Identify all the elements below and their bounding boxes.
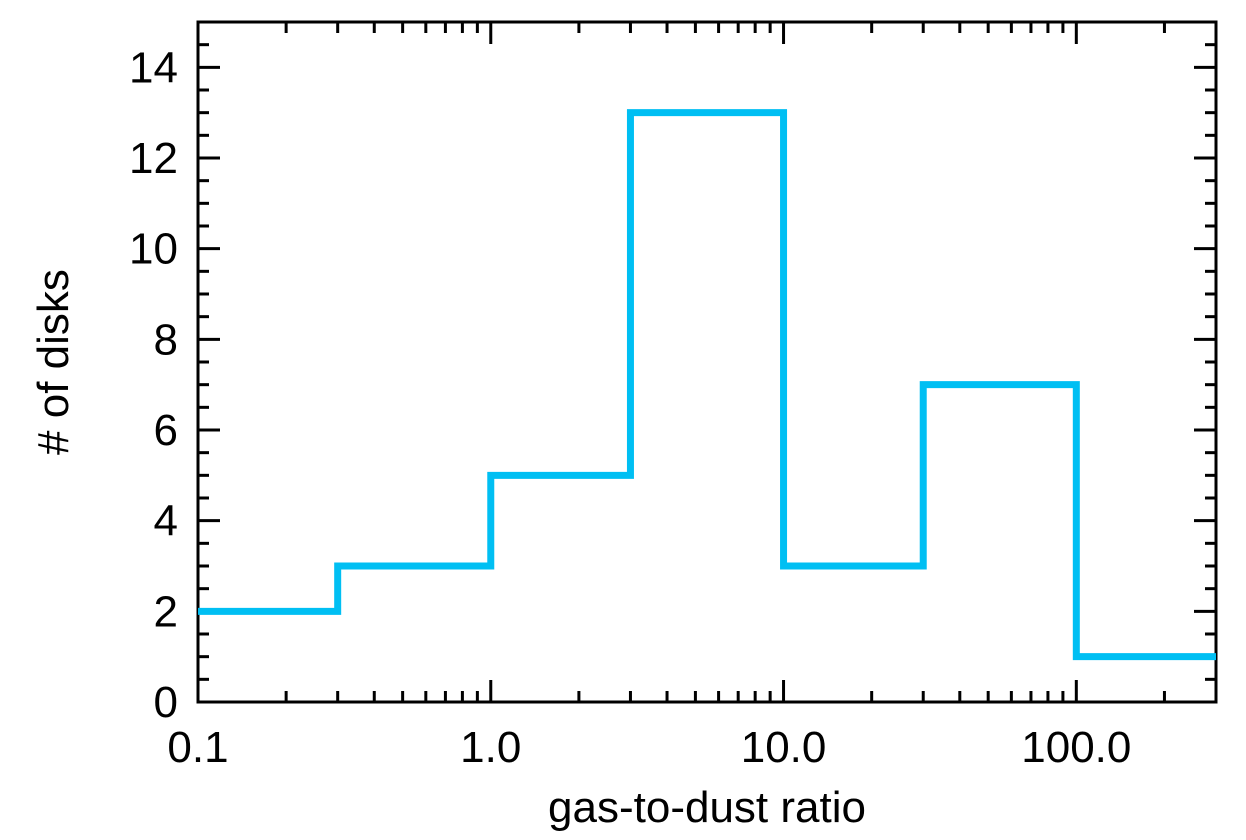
x-tick-label: 1.0 — [460, 723, 521, 772]
x-tick-label: 0.1 — [167, 723, 228, 772]
y-tick-label: 14 — [129, 43, 178, 92]
y-axis-title: # of disks — [29, 269, 78, 455]
x-tick-label: 10.0 — [741, 723, 827, 772]
y-tick-label: 2 — [154, 587, 178, 636]
x-axis-title: gas-to-dust ratio — [548, 783, 866, 832]
y-tick-label: 6 — [154, 406, 178, 455]
y-tick-label: 12 — [129, 134, 178, 183]
major-ticks — [196, 22, 1216, 704]
y-tick-label: 8 — [154, 315, 178, 364]
minor-ticks — [198, 22, 1216, 702]
histogram-step-line — [198, 109, 1216, 661]
y-tick-labels: 0 2 4 6 8 10 12 14 — [129, 43, 178, 727]
plot-area — [196, 20, 1218, 704]
x-tick-labels: 0.1 1.0 10.0 100.0 — [167, 723, 1131, 772]
plot-frame — [196, 20, 1218, 704]
y-tick-label: 0 — [154, 678, 178, 727]
y-tick-label: 10 — [129, 225, 178, 274]
y-tick-label: 4 — [154, 497, 178, 546]
x-tick-label: 100.0 — [1021, 723, 1131, 772]
